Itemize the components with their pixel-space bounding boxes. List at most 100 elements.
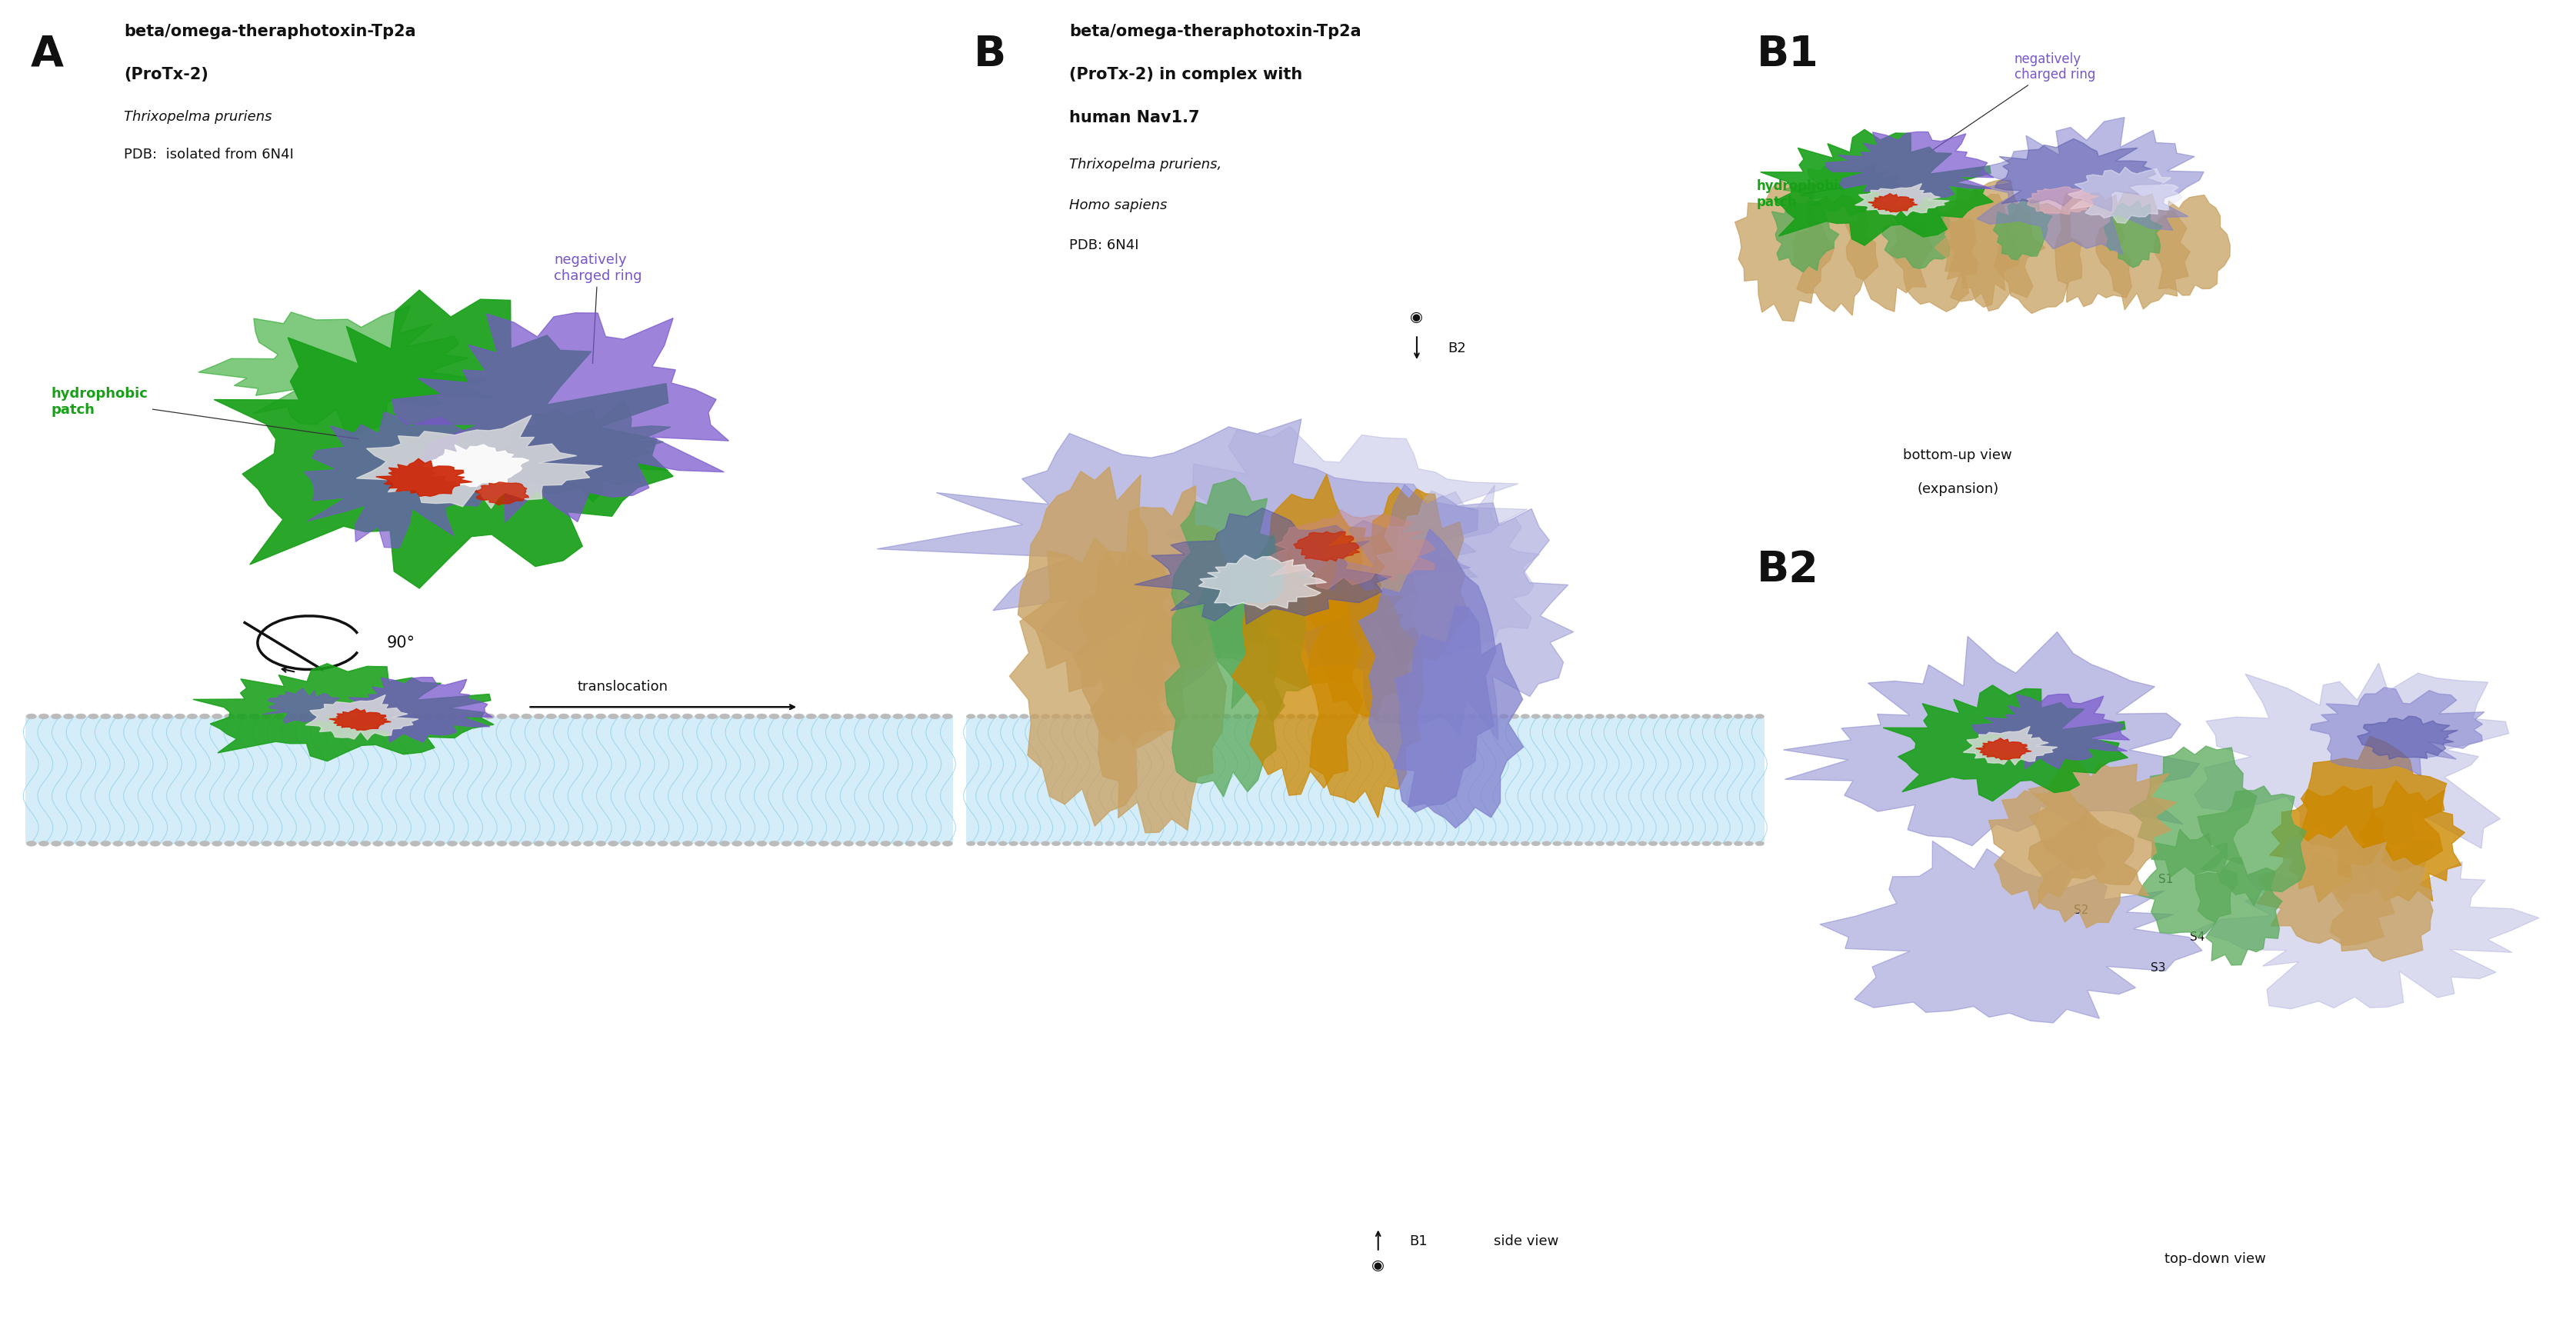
Polygon shape (1010, 538, 1170, 826)
Circle shape (1296, 841, 1306, 846)
Polygon shape (1819, 841, 2202, 1023)
Circle shape (647, 714, 654, 719)
Polygon shape (1989, 785, 2115, 909)
Circle shape (608, 841, 618, 846)
Polygon shape (1265, 510, 1435, 589)
Circle shape (88, 841, 98, 846)
Circle shape (719, 841, 729, 846)
Text: beta/omega-theraphotoxin-Tp2a: beta/omega-theraphotoxin-Tp2a (124, 24, 415, 39)
Circle shape (1414, 841, 1422, 846)
Text: Thrixopelma pruriens,: Thrixopelma pruriens, (1069, 158, 1221, 171)
Circle shape (987, 714, 997, 719)
Circle shape (1234, 841, 1242, 846)
Circle shape (1360, 841, 1370, 846)
Text: B2: B2 (1757, 549, 1819, 590)
Circle shape (484, 841, 495, 846)
Circle shape (1628, 841, 1636, 846)
Circle shape (1159, 714, 1167, 719)
Polygon shape (2195, 663, 2509, 856)
Circle shape (683, 841, 693, 846)
Circle shape (793, 841, 804, 846)
Circle shape (1628, 714, 1636, 719)
Circle shape (374, 841, 384, 846)
Circle shape (1435, 841, 1445, 846)
Circle shape (435, 841, 446, 846)
Circle shape (448, 714, 459, 719)
Circle shape (1435, 714, 1445, 719)
Circle shape (397, 714, 407, 719)
Circle shape (273, 714, 283, 719)
Circle shape (533, 841, 544, 846)
Circle shape (930, 714, 940, 719)
Polygon shape (263, 688, 353, 723)
Circle shape (39, 714, 49, 719)
Circle shape (484, 714, 495, 719)
Circle shape (1149, 714, 1157, 719)
Circle shape (263, 714, 270, 719)
Text: (expansion): (expansion) (1917, 482, 1999, 495)
Circle shape (1170, 841, 1177, 846)
Circle shape (1595, 714, 1605, 719)
Circle shape (1275, 841, 1285, 846)
Circle shape (211, 714, 222, 719)
Circle shape (1265, 714, 1273, 719)
Circle shape (842, 841, 853, 846)
Circle shape (634, 841, 644, 846)
Circle shape (1051, 841, 1061, 846)
Circle shape (1061, 841, 1072, 846)
Circle shape (1618, 714, 1625, 719)
Polygon shape (1783, 163, 1914, 217)
Circle shape (1200, 841, 1211, 846)
Circle shape (286, 841, 296, 846)
Circle shape (1723, 714, 1731, 719)
Circle shape (422, 714, 433, 719)
Circle shape (1703, 841, 1710, 846)
Circle shape (1744, 841, 1754, 846)
Circle shape (683, 714, 693, 719)
Polygon shape (1309, 578, 1425, 818)
Circle shape (386, 841, 397, 846)
Text: hydrophobic
patch: hydrophobic patch (1757, 179, 1847, 209)
Circle shape (1159, 841, 1167, 846)
FancyBboxPatch shape (966, 716, 1765, 844)
Circle shape (1285, 841, 1296, 846)
Circle shape (1350, 841, 1360, 846)
Circle shape (52, 841, 62, 846)
Text: side view: side view (1494, 1235, 1558, 1248)
Circle shape (1533, 714, 1540, 719)
Circle shape (1564, 841, 1571, 846)
Circle shape (708, 841, 716, 846)
Polygon shape (1945, 189, 2020, 307)
Circle shape (348, 714, 358, 719)
Circle shape (1425, 714, 1435, 719)
Circle shape (1244, 841, 1252, 846)
Circle shape (1084, 714, 1092, 719)
Polygon shape (2027, 811, 2148, 928)
Circle shape (732, 714, 742, 719)
Circle shape (1061, 714, 1072, 719)
Circle shape (1605, 714, 1615, 719)
Circle shape (757, 714, 768, 719)
Circle shape (1030, 841, 1038, 846)
Polygon shape (2105, 201, 2161, 268)
Circle shape (325, 714, 332, 719)
Circle shape (546, 714, 556, 719)
Circle shape (64, 841, 75, 846)
Polygon shape (1963, 726, 2058, 765)
Circle shape (1084, 841, 1092, 846)
Circle shape (1340, 714, 1347, 719)
Circle shape (64, 714, 75, 719)
Circle shape (126, 841, 137, 846)
Circle shape (1126, 841, 1136, 846)
Circle shape (1713, 841, 1721, 846)
Circle shape (250, 841, 260, 846)
Circle shape (559, 714, 569, 719)
Circle shape (670, 841, 680, 846)
Text: Homo sapiens: Homo sapiens (1069, 198, 1167, 212)
Polygon shape (1994, 201, 2081, 313)
Circle shape (201, 841, 209, 846)
Polygon shape (876, 419, 1479, 703)
Circle shape (1394, 714, 1401, 719)
Polygon shape (330, 708, 392, 730)
Circle shape (1329, 841, 1337, 846)
